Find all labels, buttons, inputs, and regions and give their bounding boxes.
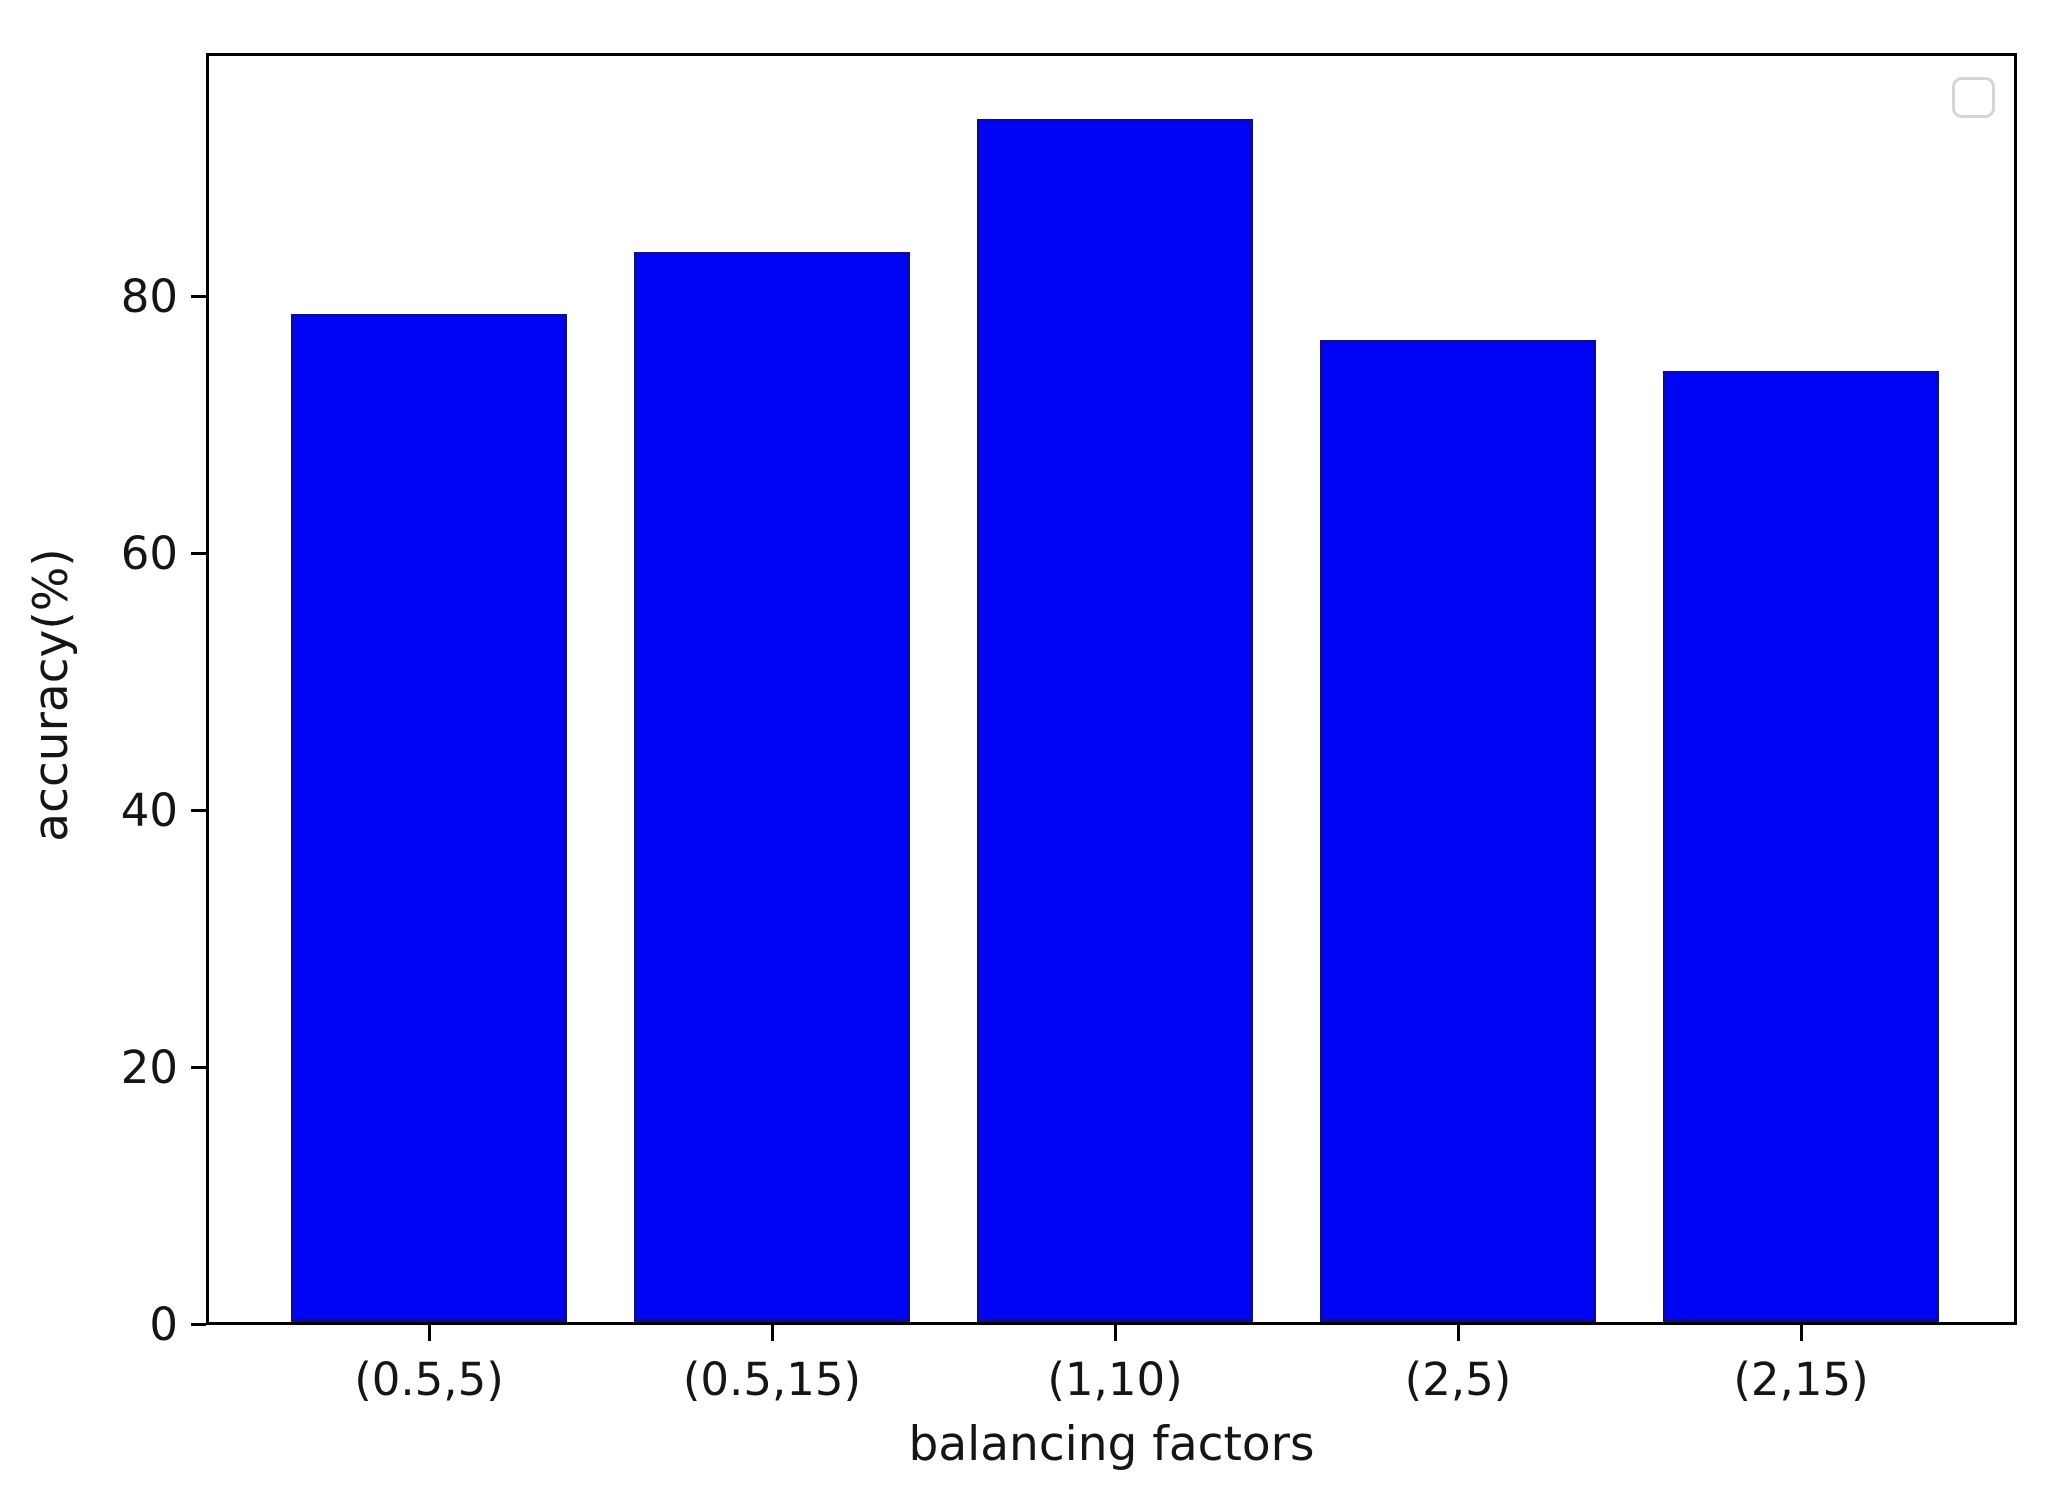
- x-tick-mark-(0.5,5): [428, 1325, 431, 1341]
- y-tick-label-0: 0: [149, 1298, 178, 1351]
- y-tick-mark-20: [191, 1066, 206, 1069]
- y-tick-label-40: 40: [120, 784, 178, 837]
- x-axis-title: balancing factors: [908, 1417, 1315, 1472]
- bar-(1,10): [977, 119, 1253, 1322]
- x-tick-mark-(0.5,15): [771, 1325, 774, 1341]
- x-tick-label-(0.5,5): (0.5,5): [354, 1353, 504, 1406]
- y-tick-label-80: 80: [120, 270, 178, 323]
- y-tick-mark-80: [191, 295, 206, 298]
- x-tick-label-(2,5): (2,5): [1404, 1353, 1512, 1406]
- x-tick-label-(1,10): (1,10): [1047, 1353, 1183, 1406]
- y-tick-label-20: 20: [120, 1041, 178, 1094]
- bar-(0.5,5): [291, 314, 567, 1322]
- plot-area: [206, 53, 2017, 1325]
- x-tick-label-(2,15): (2,15): [1733, 1353, 1869, 1406]
- x-tick-mark-(2,5): [1457, 1325, 1460, 1341]
- y-tick-mark-0: [191, 1323, 206, 1326]
- x-tick-mark-(1,10): [1114, 1325, 1117, 1341]
- bars-layer: [209, 56, 2014, 1322]
- x-tick-label-(0.5,15): (0.5,15): [682, 1353, 862, 1406]
- y-tick-mark-40: [191, 809, 206, 812]
- y-tick-label-60: 60: [120, 527, 178, 580]
- y-tick-mark-60: [191, 552, 206, 555]
- bar-(2,15): [1663, 371, 1939, 1322]
- bar-(0.5,15): [634, 252, 910, 1322]
- x-tick-mark-(2,15): [1800, 1325, 1803, 1341]
- bar-(2,5): [1320, 340, 1596, 1322]
- legend-box: [1952, 77, 1995, 118]
